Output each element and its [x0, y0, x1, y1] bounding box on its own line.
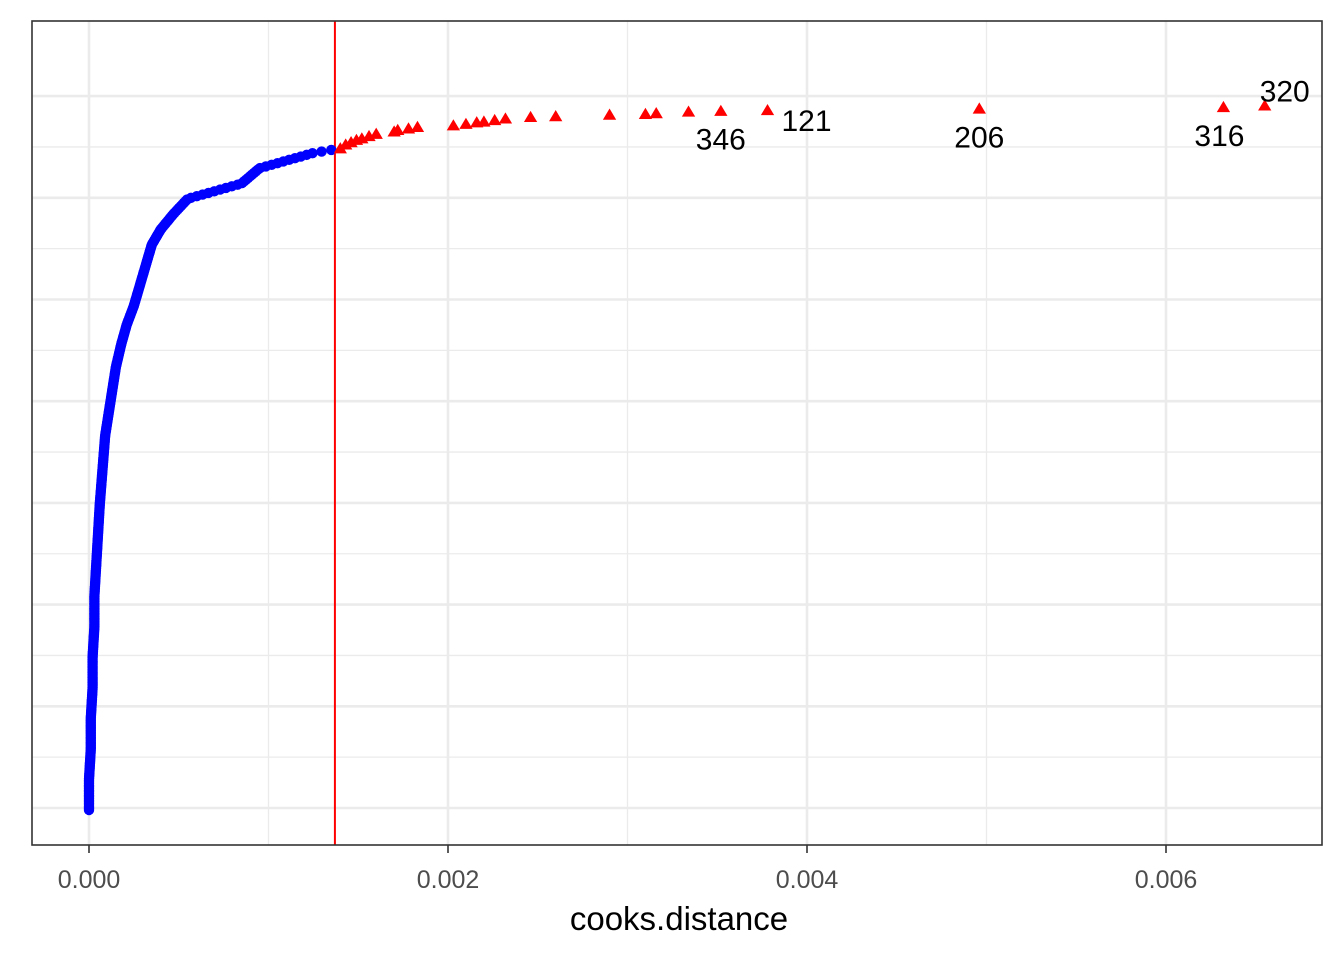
data-point-triangle — [602, 108, 617, 120]
data-point-triangle — [488, 113, 502, 126]
point-label: 206 — [954, 121, 1004, 154]
data-point-circle — [326, 144, 337, 156]
point-label: 316 — [1194, 120, 1244, 153]
series-red-triangles — [333, 99, 1272, 154]
grid-lines — [32, 21, 1322, 845]
data-point-circle — [316, 146, 327, 157]
point-label: 320 — [1260, 75, 1310, 108]
x-tick-label: 0.004 — [776, 866, 839, 894]
data-point-triangle — [523, 110, 538, 123]
data-point-triangle — [972, 102, 986, 114]
x-tick-label: 0.006 — [1135, 866, 1198, 894]
data-point-triangle — [410, 120, 425, 132]
data-point-triangle — [498, 112, 513, 124]
data-point-triangle — [714, 104, 728, 116]
panel-border — [31, 20, 1323, 846]
data-point-triangle — [477, 115, 491, 127]
x-axis-ticks: 0.000 0.002 0.004 0.006 — [58, 845, 1198, 894]
point-label: 346 — [696, 124, 746, 157]
x-axis-title: cooks.distance — [570, 900, 788, 937]
data-point-triangle — [446, 119, 461, 131]
x-tick-label: 0.002 — [417, 866, 480, 894]
point-label: 121 — [782, 105, 832, 138]
x-tick-label: 0.000 — [58, 866, 121, 894]
data-point-triangle — [549, 110, 563, 122]
data-point-triangle — [369, 127, 383, 139]
data-point-triangle — [681, 105, 696, 117]
point-annotations: 346 121 206 316 320 — [696, 75, 1310, 156]
data-point-triangle — [1258, 99, 1272, 111]
data-point-triangle — [459, 117, 473, 129]
series-blue-points — [83, 144, 337, 816]
data-point-triangle — [638, 107, 653, 119]
data-point-triangle — [1216, 100, 1231, 113]
data-point-triangle — [649, 106, 663, 119]
data-point-triangle — [760, 103, 775, 116]
data-point-triangle — [391, 123, 405, 136]
data-point-circle — [307, 148, 318, 159]
